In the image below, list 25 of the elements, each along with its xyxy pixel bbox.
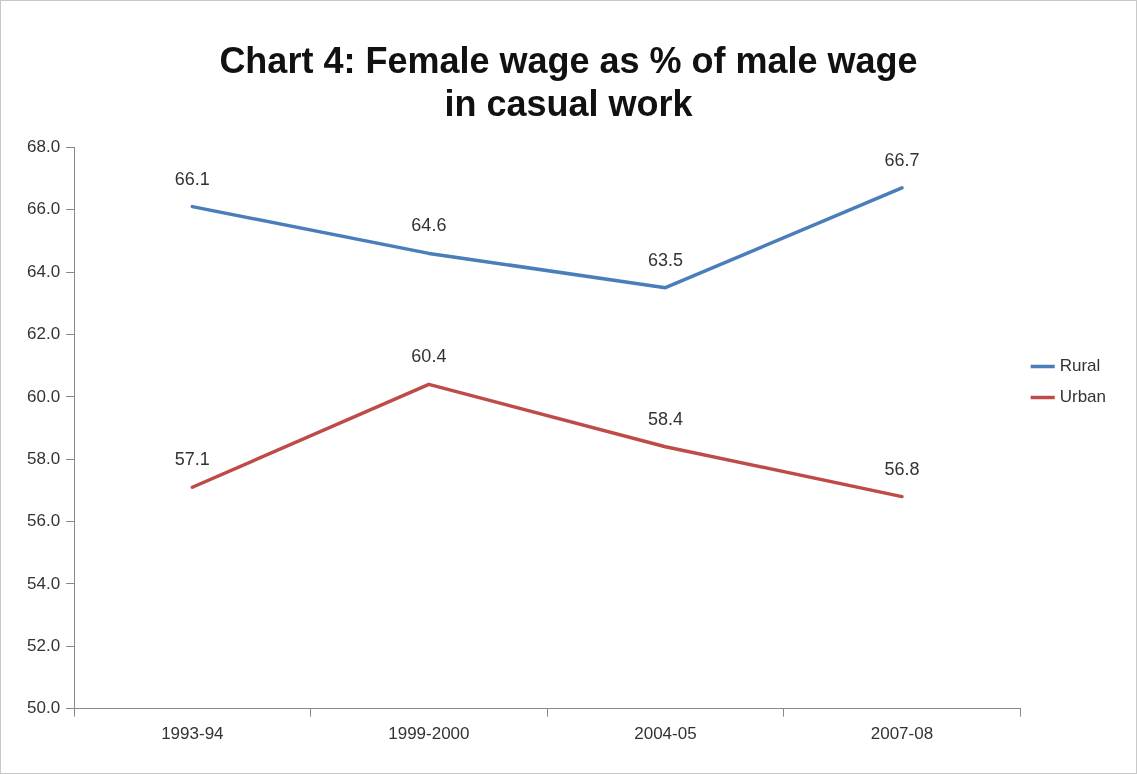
- x-tick-label: 2007-08: [870, 724, 934, 744]
- y-tick-label: 62.0: [26, 324, 61, 344]
- y-tick-label: 50.0: [26, 698, 61, 718]
- y-tick-label: 68.0: [26, 137, 61, 157]
- legend-label: Urban: [1059, 387, 1107, 407]
- data-label: 60.4: [411, 346, 447, 367]
- data-label: 57.1: [174, 449, 210, 470]
- data-label: 56.8: [884, 458, 920, 479]
- y-tick-label: 58.0: [26, 448, 61, 468]
- y-tick-label: 52.0: [26, 635, 61, 655]
- data-label: 58.4: [647, 408, 683, 429]
- legend-label: Rural: [1059, 356, 1101, 376]
- x-tick-label: 2004-05: [634, 724, 697, 744]
- x-tick-label: 1993-94: [161, 724, 224, 744]
- x-tick-label: 1999-2000: [388, 724, 470, 744]
- chart-title: Chart 4: Female wage as % of male wage in casual work: [219, 39, 918, 124]
- y-tick-label: 56.0: [26, 511, 61, 531]
- y-tick-label: 60.0: [26, 386, 61, 406]
- y-tick-label: 54.0: [26, 573, 61, 593]
- y-tick-label: 64.0: [26, 261, 61, 281]
- data-label: 66.1: [174, 168, 210, 189]
- data-label: 66.7: [884, 149, 920, 170]
- y-tick-label: 66.0: [26, 199, 61, 219]
- data-label: 63.5: [647, 249, 683, 270]
- data-label: 64.6: [411, 215, 447, 236]
